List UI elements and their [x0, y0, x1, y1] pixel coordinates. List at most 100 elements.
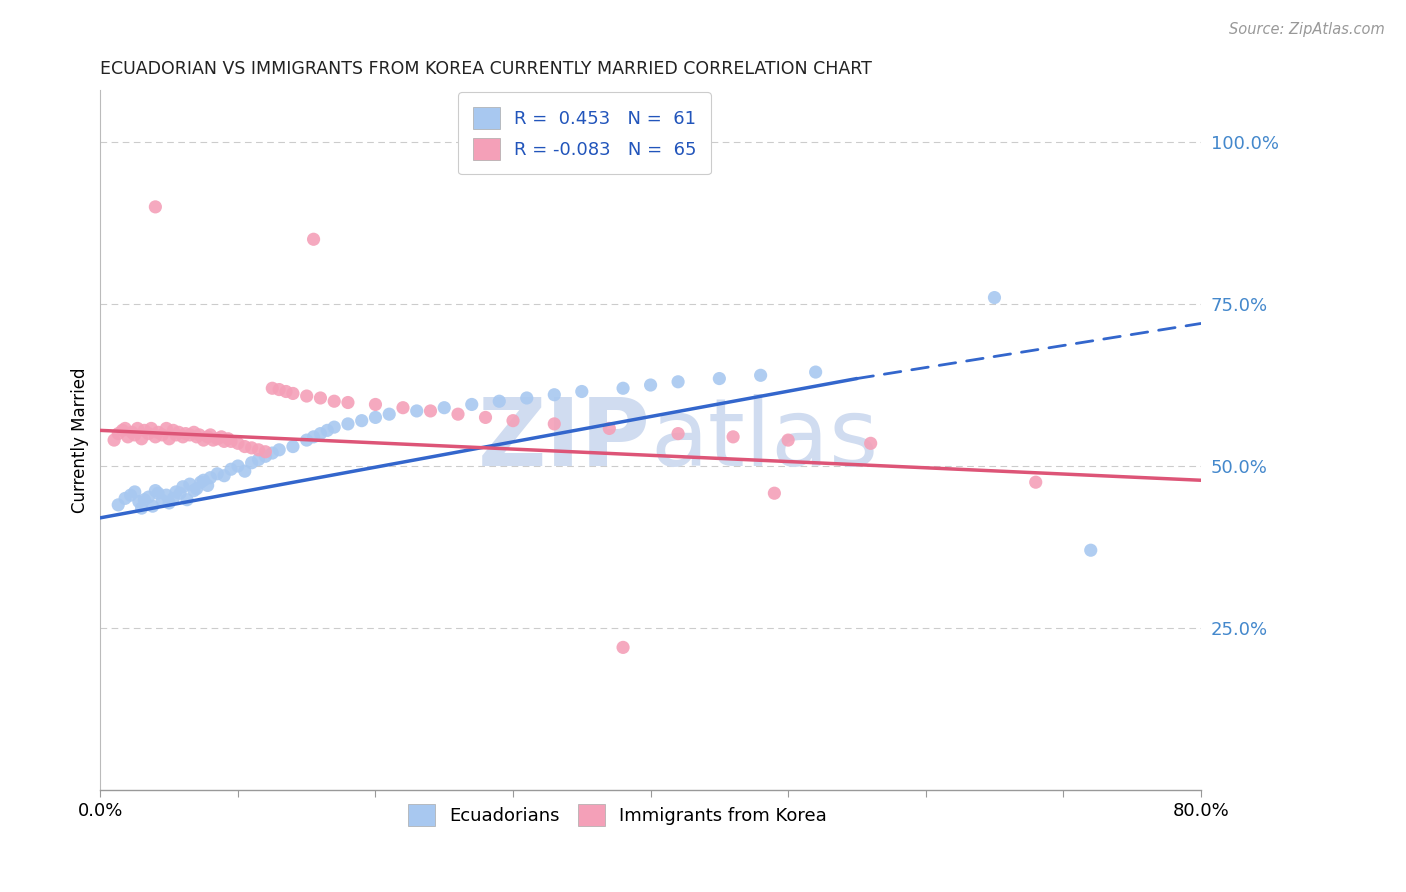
Point: [207, 432, 229, 446]
Point: [145, 430, 167, 444]
Point: [295, 433, 318, 447]
Point: [433, 401, 456, 415]
Point: [364, 410, 387, 425]
Text: Source: ZipAtlas.com: Source: ZipAtlas.com: [1229, 22, 1385, 37]
Point: [666, 426, 689, 441]
Point: [247, 452, 270, 467]
Point: [598, 421, 620, 435]
Point: [188, 428, 211, 442]
Point: [269, 442, 291, 457]
Point: [254, 444, 277, 458]
Point: [179, 428, 201, 442]
Point: [309, 426, 332, 441]
Point: [200, 428, 222, 442]
Legend: Ecuadorians, Immigrants from Korea: Ecuadorians, Immigrants from Korea: [401, 797, 835, 833]
Point: [233, 440, 256, 454]
Point: [155, 421, 177, 435]
Point: [146, 425, 169, 440]
Point: [350, 414, 373, 428]
Point: [983, 291, 1005, 305]
Point: [107, 426, 129, 441]
Point: [193, 473, 215, 487]
Point: [226, 436, 249, 450]
Point: [309, 391, 332, 405]
Point: [157, 496, 180, 510]
Point: [269, 383, 291, 397]
Point: [474, 410, 496, 425]
Point: [202, 433, 225, 447]
Point: [131, 432, 153, 446]
Point: [174, 426, 197, 441]
Point: [162, 491, 184, 506]
Point: [127, 421, 149, 435]
Point: [193, 433, 215, 447]
Point: [167, 425, 190, 440]
Point: [150, 493, 173, 508]
Point: [190, 475, 212, 490]
Point: [114, 491, 136, 506]
Point: [1080, 543, 1102, 558]
Point: [134, 423, 156, 437]
Point: [217, 432, 239, 446]
Point: [157, 432, 180, 446]
Point: [262, 446, 284, 460]
Point: [274, 384, 297, 399]
Point: [169, 486, 191, 500]
Point: [488, 394, 510, 409]
Point: [262, 381, 284, 395]
Point: [254, 450, 277, 464]
Point: [240, 456, 263, 470]
Point: [323, 420, 346, 434]
Point: [172, 480, 194, 494]
Point: [162, 423, 184, 437]
Point: [117, 430, 139, 444]
Point: [183, 483, 205, 498]
Point: [141, 421, 163, 435]
Point: [145, 200, 167, 214]
Point: [219, 462, 242, 476]
Point: [134, 492, 156, 507]
Point: [709, 371, 731, 385]
Point: [111, 423, 134, 437]
Point: [138, 490, 160, 504]
Point: [240, 441, 263, 455]
Point: [461, 397, 484, 411]
Point: [114, 421, 136, 435]
Text: atlas: atlas: [651, 394, 879, 486]
Point: [295, 389, 318, 403]
Point: [612, 381, 634, 395]
Point: [571, 384, 593, 399]
Point: [138, 426, 160, 441]
Point: [219, 434, 242, 449]
Point: [859, 436, 882, 450]
Point: [145, 483, 167, 498]
Point: [142, 499, 165, 513]
Text: ECUADORIAN VS IMMIGRANTS FROM KOREA CURRENTLY MARRIED CORRELATION CHART: ECUADORIAN VS IMMIGRANTS FROM KOREA CURR…: [100, 60, 872, 78]
Point: [721, 430, 744, 444]
Point: [200, 470, 222, 484]
Point: [179, 477, 201, 491]
Point: [209, 430, 232, 444]
Point: [124, 484, 146, 499]
Point: [763, 486, 786, 500]
Point: [131, 501, 153, 516]
Point: [186, 482, 208, 496]
Point: [103, 433, 125, 447]
Point: [197, 430, 219, 444]
Point: [640, 378, 662, 392]
Point: [502, 414, 524, 428]
Point: [804, 365, 827, 379]
Point: [302, 232, 325, 246]
Point: [212, 434, 235, 449]
Point: [543, 388, 565, 402]
Point: [612, 640, 634, 655]
Point: [447, 407, 470, 421]
Point: [183, 425, 205, 440]
Text: ZIP: ZIP: [478, 394, 651, 486]
Point: [749, 368, 772, 383]
Point: [392, 401, 415, 415]
Point: [107, 498, 129, 512]
Point: [378, 407, 401, 421]
Point: [146, 486, 169, 500]
Point: [165, 428, 187, 442]
